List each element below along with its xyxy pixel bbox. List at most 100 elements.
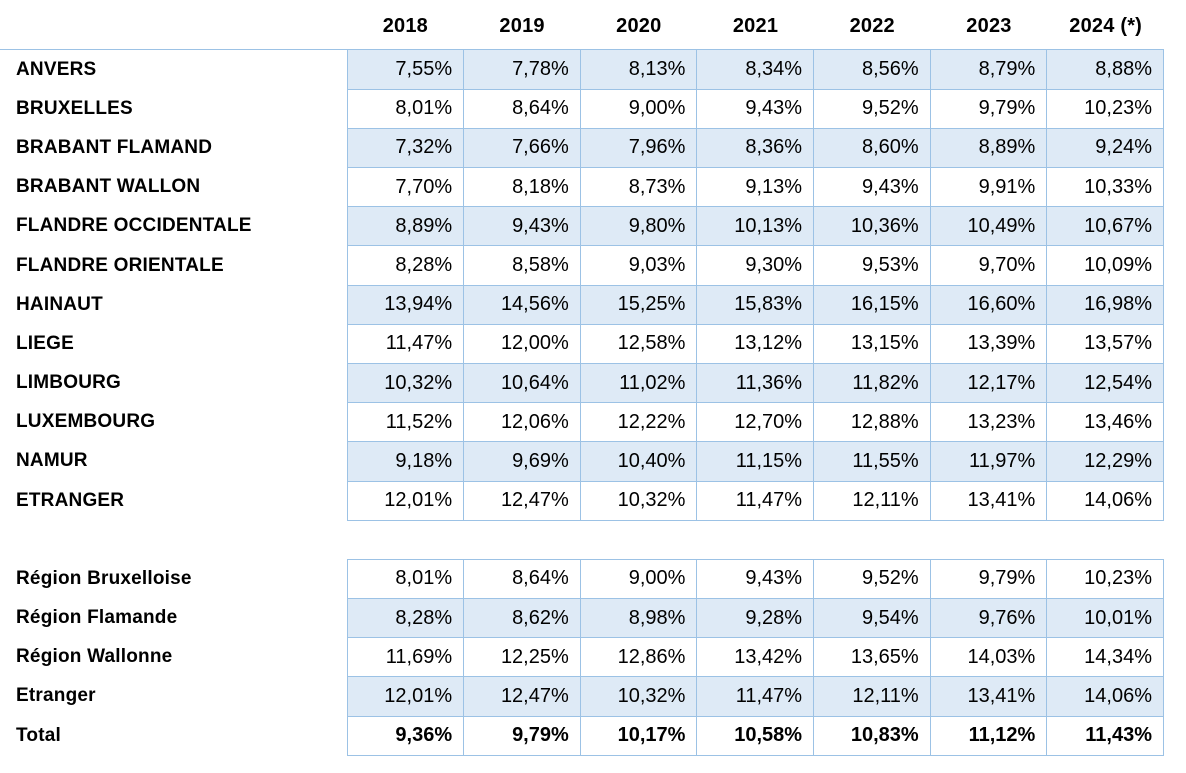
row-label: BRUXELLES — [16, 97, 133, 119]
year-headers: 2018 2019 2020 2021 2022 2023 2024 (*) — [347, 11, 1164, 38]
data-cell: 7,70% — [346, 167, 465, 208]
data-cell: 8,88% — [1046, 50, 1164, 90]
table-row: ANVERS 7,55% 7,78% 8,13% 8,34% 8,56% 8,79% 8,88… — [0, 50, 1164, 90]
data-cell: 9,54% — [813, 597, 931, 639]
data-cell: 12,70% — [696, 402, 815, 443]
table-row: Région Flamande 8,28% 8,62% 8,98% 9,28% 9,54%… — [0, 597, 1164, 639]
row-label: Total — [16, 724, 61, 746]
data-cell: 9,00% — [579, 558, 698, 599]
data-cell: 10,40% — [579, 441, 698, 482]
data-cell: 13,42% — [696, 637, 815, 678]
data-cell: 8,60% — [813, 127, 931, 169]
row-label: Région Wallonne — [16, 646, 173, 668]
data-cell: 12,47% — [463, 676, 581, 717]
data-cell: 8,28% — [346, 597, 465, 639]
data-cell: 9,79% — [463, 715, 581, 756]
table-row: FLANDRE ORIENTALE 8,28% 8,58% 9,03% 9,30% 9,5… — [0, 245, 1164, 286]
data-cell: 10,17% — [579, 715, 698, 756]
data-cell: 11,47% — [696, 480, 815, 521]
provinces-table: ANVERS 7,55% 7,78% 8,13% 8,34% 8,56% 8,79% 8,88… — [0, 50, 1164, 521]
data-cell: 9,13% — [696, 167, 815, 208]
column-header: 2020 — [616, 15, 662, 37]
table-row: BRABANT FLAMAND 7,32% 7,66% 7,96% 8,36% 8,60%… — [0, 127, 1164, 169]
data-cell: 8,34% — [696, 50, 815, 90]
data-cell: 16,98% — [1046, 284, 1164, 325]
row-label: ANVERS — [16, 58, 97, 80]
data-cell: 11,36% — [696, 362, 815, 404]
data-cell: 9,43% — [813, 167, 931, 208]
data-cell: 10,36% — [813, 206, 931, 247]
data-cell: 10,01% — [1046, 597, 1164, 639]
table-row: ETRANGER 12,01% 12,47% 10,32% 11,47% 12,11% 13… — [0, 480, 1164, 521]
data-cell: 8,62% — [463, 597, 581, 639]
data-cell: 13,23% — [929, 402, 1048, 443]
row-label: FLANDRE OCCIDENTALE — [16, 215, 252, 237]
row-label: ETRANGER — [16, 489, 125, 511]
data-cell: 12,86% — [579, 637, 698, 678]
data-cell: 8,58% — [463, 245, 581, 286]
data-cell: 7,96% — [579, 127, 698, 169]
data-cell: 9,79% — [929, 88, 1048, 129]
row-label: BRABANT WALLON — [16, 176, 201, 198]
data-cell: 16,15% — [813, 284, 931, 325]
data-cell: 8,89% — [346, 206, 465, 247]
column-header: 2022 — [849, 15, 895, 37]
data-cell: 11,52% — [346, 402, 465, 443]
data-cell: 13,12% — [696, 323, 815, 365]
table-row: Région Wallonne 11,69% 12,25% 12,86% 13,42% 1… — [0, 637, 1164, 678]
data-cell: 9,52% — [813, 88, 931, 129]
row-label: Etranger — [16, 685, 96, 707]
data-cell: 8,36% — [696, 127, 815, 169]
data-cell: 7,32% — [346, 127, 465, 169]
data-cell: 10,83% — [813, 715, 931, 756]
data-cell: 12,17% — [929, 362, 1048, 404]
column-header: 2023 — [966, 15, 1012, 37]
data-cell: 14,06% — [1046, 480, 1164, 521]
data-cell: 10,49% — [929, 206, 1048, 247]
data-cell: 9,52% — [813, 558, 931, 599]
table-row: BRABANT WALLON 7,70% 8,18% 8,73% 9,13% 9,43% 9… — [0, 167, 1164, 208]
data-cell: 12,01% — [346, 480, 465, 521]
data-cell: 9,79% — [929, 558, 1048, 599]
data-cell: 8,56% — [813, 50, 931, 90]
data-cell: 8,98% — [579, 597, 698, 639]
data-cell: 13,65% — [813, 637, 931, 678]
data-cell: 9,43% — [696, 558, 815, 599]
data-cell: 10,32% — [579, 676, 698, 717]
data-cell: 11,69% — [346, 637, 465, 678]
data-cell: 12,22% — [579, 402, 698, 443]
data-cell: 8,73% — [579, 167, 698, 208]
data-cell: 10,23% — [1046, 558, 1164, 599]
data-cell: 9,03% — [579, 245, 698, 286]
data-cell: 9,53% — [813, 245, 931, 286]
row-label: NAMUR — [16, 450, 88, 472]
data-cell: 8,79% — [929, 50, 1048, 90]
data-cell: 11,47% — [696, 676, 815, 717]
data-cell: 12,11% — [813, 480, 931, 521]
column-header: 2024 (*) — [1069, 15, 1143, 37]
data-cell: 9,24% — [1046, 127, 1164, 169]
table-row: Etranger 12,01% 12,47% 10,32% 11,47% 12,11% 13… — [0, 676, 1164, 717]
data-cell: 9,70% — [929, 245, 1048, 286]
data-cell: 8,64% — [463, 558, 581, 599]
data-cell: 9,76% — [929, 597, 1048, 639]
row-label: BRABANT FLAMAND — [16, 136, 213, 158]
data-cell: 11,47% — [346, 323, 465, 365]
data-cell: 10,32% — [579, 480, 698, 521]
data-cell: 9,30% — [696, 245, 815, 286]
table-row: HAINAUT 13,94% 14,56% 15,25% 15,83% 16,15% 16,… — [0, 284, 1164, 325]
data-cell: 8,64% — [463, 88, 581, 129]
data-cell: 14,56% — [463, 284, 581, 325]
data-cell: 10,09% — [1046, 245, 1164, 286]
data-cell: 9,69% — [463, 441, 581, 482]
data-cell: 16,60% — [929, 284, 1048, 325]
column-header: 2019 — [499, 15, 545, 37]
data-cell: 13,39% — [929, 323, 1048, 365]
row-label: FLANDRE ORIENTALE — [16, 254, 224, 276]
data-cell: 8,01% — [346, 88, 465, 129]
data-cell: 9,18% — [346, 441, 465, 482]
column-header: 2021 — [732, 15, 779, 37]
data-cell: 7,66% — [463, 127, 581, 169]
data-cell: 14,34% — [1046, 637, 1164, 678]
data-cell: 11,15% — [696, 441, 815, 482]
